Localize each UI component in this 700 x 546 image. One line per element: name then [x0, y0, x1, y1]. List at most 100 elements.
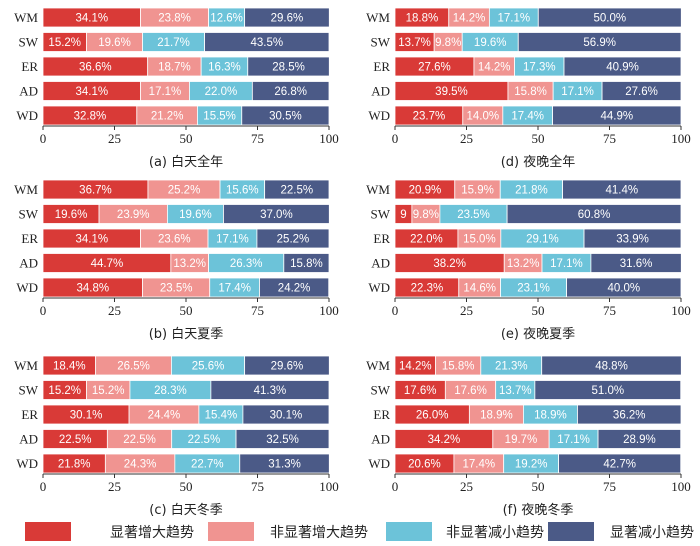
bar-segment: [259, 277, 330, 298]
data-label: 14.6%: [463, 283, 496, 295]
data-label: 18.8%: [406, 13, 439, 25]
category-label: WM: [14, 358, 38, 373]
data-label: 48.8%: [595, 361, 628, 373]
data-label: 60.8%: [578, 209, 611, 221]
legend-swatch: [25, 522, 71, 541]
data-label: 30.5%: [269, 111, 302, 123]
data-label: 27.6%: [625, 86, 658, 98]
data-label: 14.0%: [466, 111, 499, 123]
panel-5: WM 18.4% 26.5% 25.6% 29.6% SW 15.2% 15.2% 28.3% 4…: [14, 355, 339, 518]
data-label: 14.2%: [453, 13, 486, 25]
data-label: 18.4%: [53, 361, 86, 373]
data-label: 36.2%: [613, 410, 646, 422]
x-tick-label: 75: [603, 131, 616, 146]
panel-2: WM 18.8% 14.2% 17.1% 50.0% SW 13.7% 9.8% 19.6% 56…: [366, 7, 691, 170]
panel-3: WM 36.7% 25.2% 15.6% 22.5% SW 19.6% 23.9% 19.6% 3…: [14, 179, 339, 342]
data-label: 28.5%: [272, 62, 305, 74]
data-label: 26.5%: [117, 361, 150, 373]
legend-entry: 非显著增大趋势: [208, 522, 368, 541]
data-label: 13.2%: [507, 258, 540, 270]
data-label: 23.6%: [158, 234, 191, 246]
data-label: 26.8%: [274, 86, 307, 98]
data-label: 30.1%: [270, 410, 303, 422]
data-label: 9.8%: [413, 209, 439, 221]
bar-segment: [566, 277, 682, 298]
legend-label: 非显著减小趋势: [446, 525, 544, 541]
data-label: 22.3%: [411, 283, 444, 295]
data-label: 22.5%: [123, 434, 156, 446]
data-label: 15.0%: [463, 234, 496, 246]
bar-segment: [204, 32, 330, 52]
data-label: 31.6%: [620, 258, 653, 270]
data-label: 17.6%: [454, 385, 487, 397]
data-label: 19.6%: [55, 209, 88, 221]
data-label: 23.5%: [457, 209, 490, 221]
category-label: WD: [16, 108, 38, 123]
data-label: 17.3%: [523, 62, 556, 74]
x-tick-label: 100: [671, 479, 691, 494]
x-tick-label: 50: [180, 131, 193, 146]
data-label: 17.1%: [216, 234, 249, 246]
bar-segment: [506, 204, 682, 224]
category-label: AD: [371, 432, 390, 447]
category-label: SW: [371, 35, 391, 50]
category-label: ER: [21, 59, 38, 74]
panel-4: WM 20.9% 15.9% 21.8% 41.4% SW 9 9.8% 23.5% 60.8% E…: [366, 179, 691, 342]
data-label: 15.8%: [442, 361, 475, 373]
category-label: ER: [21, 231, 38, 246]
legend-swatch: [386, 522, 432, 541]
data-label: 40.0%: [607, 283, 640, 295]
bar-segment: [597, 429, 682, 449]
x-tick-label: 0: [392, 479, 399, 494]
data-label: 41.4%: [605, 185, 638, 197]
data-label: 20.9%: [409, 185, 442, 197]
data-label: 24.2%: [278, 283, 311, 295]
data-label: 22.5%: [281, 185, 314, 197]
bar-segment: [283, 253, 330, 273]
data-label: 51.0%: [591, 385, 624, 397]
x-tick-label: 0: [392, 131, 399, 146]
x-tick-label: 100: [319, 479, 339, 494]
bar-segment: [235, 429, 330, 449]
x-tick-label: 25: [460, 479, 473, 494]
data-label: 15.6%: [226, 185, 259, 197]
x-tick-label: 75: [603, 479, 616, 494]
category-label: WM: [14, 182, 38, 197]
data-label: 22.7%: [191, 459, 224, 471]
bar-segment: [562, 179, 682, 200]
bar-segment: [244, 7, 330, 28]
data-label: 42.7%: [603, 459, 636, 471]
data-label: 21.3%: [495, 361, 528, 373]
data-label: 14.2%: [399, 361, 432, 373]
data-label: 32.8%: [74, 111, 107, 123]
data-label: 14.2%: [478, 62, 511, 74]
data-label: 25.6%: [192, 361, 225, 373]
data-label: 21.8%: [515, 185, 548, 197]
bar-segment: [517, 32, 682, 52]
data-label: 16.3%: [208, 62, 241, 74]
data-label: 9.8%: [435, 37, 461, 49]
data-label: 56.9%: [583, 37, 616, 49]
x-tick-label: 50: [532, 131, 545, 146]
bar-segment: [601, 81, 682, 101]
data-label: 37.0%: [260, 209, 293, 221]
data-label: 36.6%: [79, 62, 112, 74]
data-label: 29.6%: [271, 13, 304, 25]
data-label: 15.8%: [290, 258, 323, 270]
data-label: 27.6%: [418, 62, 451, 74]
category-label: WM: [366, 10, 390, 25]
data-label: 17.1%: [550, 258, 583, 270]
data-label: 21.2%: [151, 111, 184, 123]
data-label: 19.6%: [98, 37, 131, 49]
data-label: 9: [400, 209, 406, 221]
bar-segment: [247, 56, 330, 77]
data-label: 15.2%: [48, 37, 81, 49]
data-label: 13.7%: [398, 37, 431, 49]
x-tick-label: 50: [180, 303, 193, 318]
data-label: 44.9%: [600, 111, 633, 123]
bar-segment: [558, 453, 682, 474]
data-label: 21.7%: [157, 37, 190, 49]
category-label: AD: [19, 432, 38, 447]
x-tick-label: 25: [108, 303, 121, 318]
data-label: 39.5%: [435, 86, 468, 98]
